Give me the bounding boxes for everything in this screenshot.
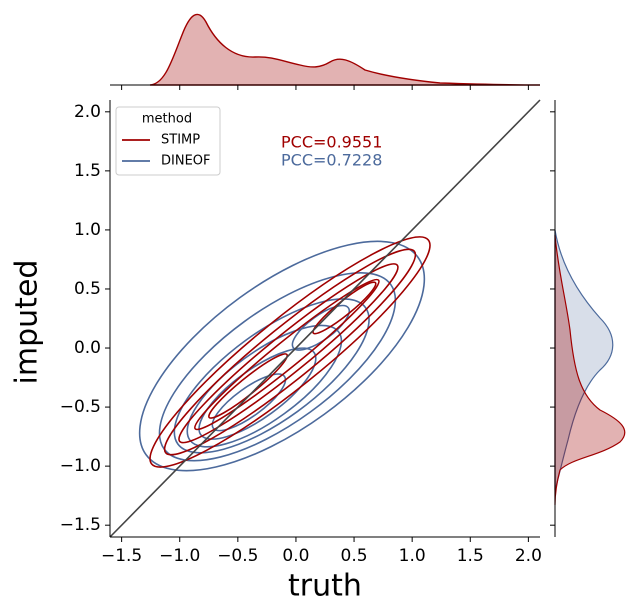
stimp-contours — [149, 236, 431, 468]
x-tick-label: 0.5 — [341, 546, 368, 566]
y-axis-label: imputed — [10, 260, 45, 385]
top-marginal-density — [149, 13, 541, 86]
right-marginal-density — [554, 234, 626, 506]
right-marginal-density — [554, 229, 614, 491]
legend-title: method — [142, 112, 192, 127]
x-tick-label: 1.5 — [457, 546, 484, 566]
dineof-contours — [138, 240, 426, 472]
x-axis-label: truth — [288, 569, 362, 604]
y-tick-label: −1.0 — [60, 456, 101, 476]
annotation: PCC=0.9551 — [281, 133, 382, 152]
x-tick-label: −1.0 — [159, 546, 200, 566]
x-tick-label: 2.0 — [515, 546, 542, 566]
y-tick-label: 1.5 — [74, 161, 101, 181]
y-tick-label: 0.5 — [74, 279, 101, 299]
legend-box — [115, 106, 221, 176]
y-tick-label: 1.0 — [74, 220, 101, 240]
identity-line — [109, 99, 541, 538]
x-tick-label: 0.0 — [282, 546, 309, 566]
legend-label: DINEOF — [161, 154, 211, 169]
legend-label: STIMP — [161, 133, 200, 148]
y-tick-label: −1.5 — [60, 515, 101, 535]
y-tick-label: 0.0 — [74, 338, 101, 358]
x-tick-label: −1.5 — [101, 546, 142, 566]
annotation: PCC=0.7228 — [281, 151, 382, 170]
y-tick-label: 2.0 — [74, 102, 101, 122]
y-tick-label: −0.5 — [60, 397, 101, 417]
x-tick-label: 1.0 — [399, 546, 426, 566]
x-tick-label: −0.5 — [217, 546, 258, 566]
